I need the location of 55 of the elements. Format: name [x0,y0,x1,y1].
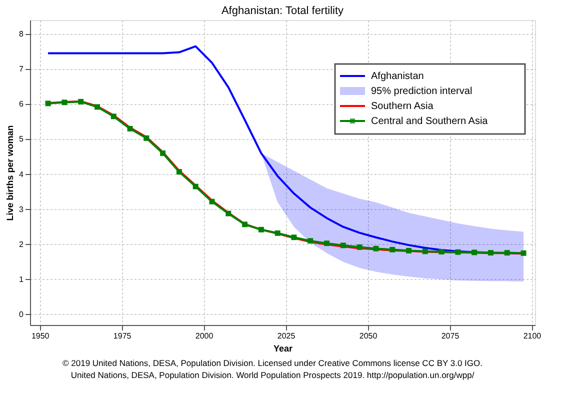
y-tick-label: 3 [19,204,24,214]
point [390,246,396,252]
point [373,246,379,252]
y-tick-label: 6 [19,100,24,109]
x-tick-label: 2000 [195,332,214,340]
point [242,222,248,228]
point [406,248,412,254]
y-tick-label: 4 [19,170,24,179]
point [144,135,150,141]
point [226,210,232,216]
point [340,242,346,248]
y-tick-label: 8 [19,30,24,39]
y-tick-label: 0 [19,310,24,319]
point [356,244,362,250]
point [291,234,297,240]
y-tick-label: 2 [19,240,24,249]
x-tick-label: 2075 [441,332,460,340]
point [62,100,68,106]
legend-label: Afghanistan [371,71,424,82]
x-tick-label: 1975 [113,332,132,340]
x-tick-label: 1950 [31,332,50,340]
point [504,250,510,256]
point [127,126,133,132]
point [308,238,314,244]
point [472,250,478,256]
annotation: 95% prediction interval [371,86,472,97]
text: © 2019 United Nations, DESA, Population Division. Licensed under Creative Commons license CC BY 3.0 IGO. [62,358,482,368]
point [176,169,182,175]
y-tick-label: 7 [19,64,24,74]
x-tick-label: 2050 [359,332,378,340]
point [438,248,444,254]
point [258,226,264,232]
point [45,100,51,106]
point [520,250,526,256]
point [324,240,330,246]
y-axis-title: Live births per woman [5,125,16,221]
y-tick-label: 1 [19,274,24,284]
point [78,98,84,104]
legend-label: Central and Southern Asia [371,116,488,127]
y-tick-label: 5 [19,134,24,144]
point [274,230,280,236]
point [160,150,166,156]
point [488,250,494,256]
text: United Nations, DESA, Population Division. World Population Prospects 2019. http://population.un.org/wpp/ [70,370,475,380]
chart-title: Afghanistan: Total fertility [221,5,344,17]
legend-label: Southern Asia [371,101,434,112]
x-tick-label: 2100 [523,332,542,340]
point [192,184,198,190]
point [455,249,461,255]
point [110,114,116,120]
point [209,198,215,204]
x-tick-label: 2025 [277,332,296,340]
point [422,248,428,254]
x-axis-title: Year [273,344,293,354]
point [94,104,100,110]
